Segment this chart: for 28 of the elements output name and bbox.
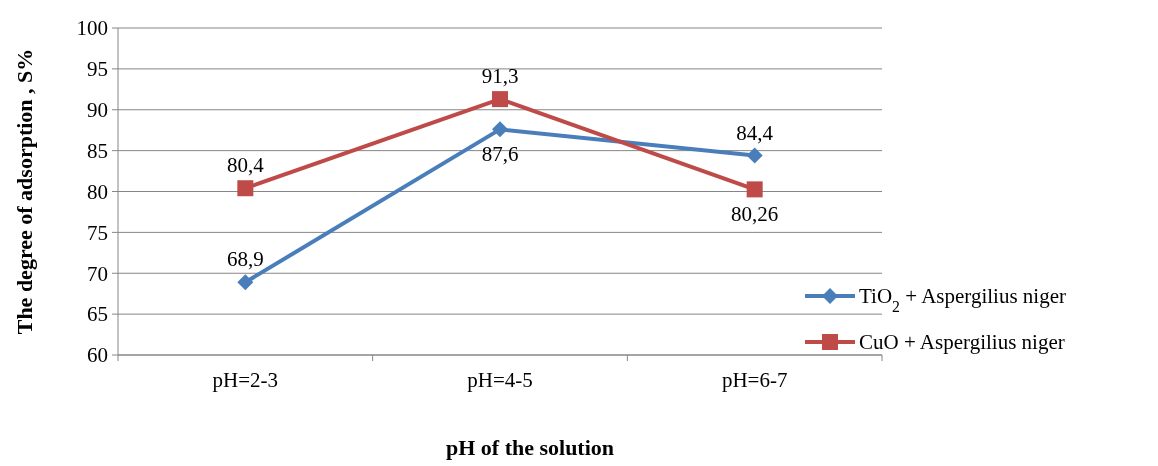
y-tick-label: 100: [76, 16, 108, 41]
y-tick-label: 95: [87, 57, 108, 82]
data-label: 84,4: [736, 120, 774, 145]
data-label: 87,6: [481, 142, 519, 167]
data-label: 80,26: [731, 202, 779, 227]
point: [492, 91, 508, 108]
data-label: 91,3: [481, 64, 519, 89]
x-tick-label: pH=4-5: [467, 368, 533, 392]
point: [746, 181, 763, 198]
y-tick-label: 85: [87, 138, 108, 163]
point: [237, 274, 254, 291]
y-tick-label: 75: [87, 220, 108, 245]
y-tick-label: 70: [87, 261, 108, 286]
y-tick-label: 65: [87, 302, 108, 327]
legend-label: CuO + Aspergilius niger: [859, 330, 1065, 355]
y-tick-label: 80: [87, 179, 108, 204]
point: [237, 180, 254, 197]
y-tick-label: 60: [87, 343, 108, 368]
x-axis-title: pH of the solution: [445, 435, 615, 460]
legend-label: TiO$_{2}$ + Aspergilius niger: [859, 284, 1067, 315]
x-tick-label: pH=6-7: [721, 368, 788, 392]
x-tick-label: pH=2-3: [212, 368, 279, 392]
point: [746, 147, 763, 164]
y-tick-label: 90: [87, 98, 108, 123]
point: [492, 121, 508, 138]
y-axis-title: The degree of adsorption , S%: [12, 48, 37, 335]
data-label: 80,4: [226, 153, 265, 178]
data-label: 68,9: [226, 247, 264, 272]
